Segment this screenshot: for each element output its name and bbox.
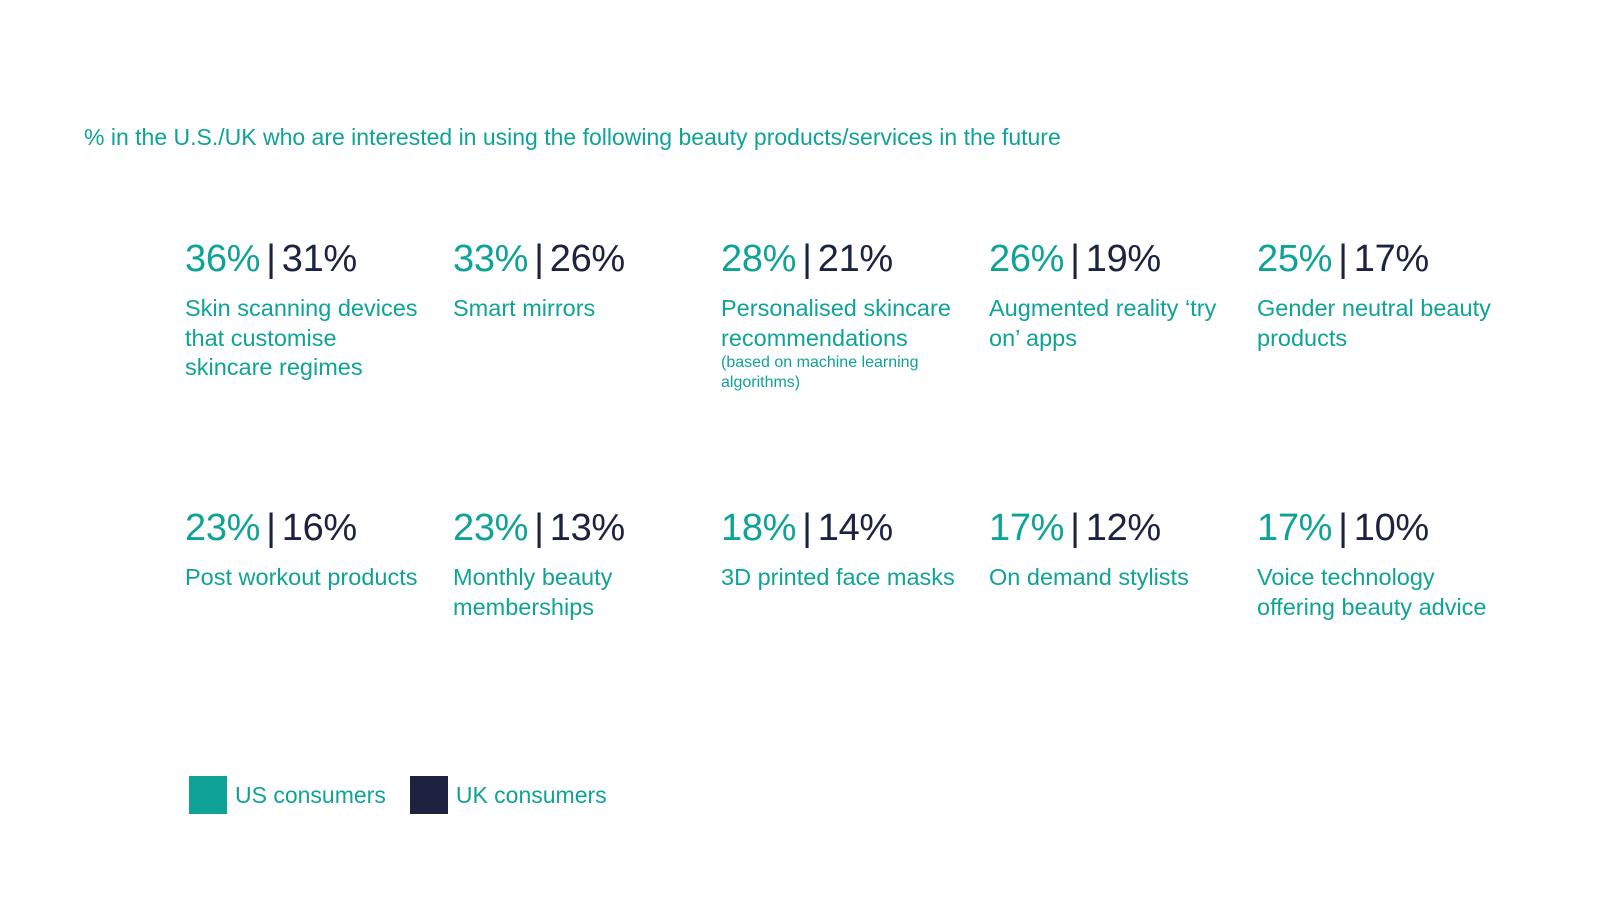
us-value: 25% (1257, 238, 1333, 280)
value-separator: | (1070, 507, 1080, 549)
legend-swatch (189, 776, 227, 814)
stat-values: 23% | 16% (185, 505, 430, 551)
value-separator: | (266, 507, 276, 549)
uk-value: 17% (1353, 238, 1429, 280)
chart-subtitle: % in the U.S./UK who are interested in u… (84, 124, 1061, 150)
stat-label: Gender neutral beauty products (1257, 295, 1491, 351)
stat-card: 33% | 26% Smart mirrors (453, 236, 698, 324)
value-separator: | (266, 238, 276, 280)
legend-swatch (409, 776, 448, 814)
stat-label: Augmented reality ‘try on’ apps (989, 295, 1217, 351)
us-value: 18% (721, 507, 797, 549)
stat-card: 18% | 14% 3D printed face masks (721, 505, 966, 593)
value-separator: | (1338, 238, 1348, 280)
stat-card: 23% | 16% Post workout products (185, 505, 430, 593)
us-value: 28% (721, 238, 797, 280)
stat-card: 36% | 31% Skin scanning devices that custom… (185, 236, 430, 383)
stat-label: Post workout products (185, 564, 418, 590)
uk-value: 13% (549, 507, 625, 549)
stat-values: 18% | 14% (721, 505, 966, 551)
uk-value: 19% (1085, 238, 1161, 280)
stat-card: 28% | 21% Personalised skincare recommendat… (721, 236, 966, 393)
stat-card: 17% | 10% Voice technology offering beauty … (1257, 505, 1502, 622)
value-separator: | (802, 238, 812, 280)
stat-card: 25% | 17% Gender neutral beauty products (1257, 236, 1502, 353)
stats-grid: 36% | 31% Skin scanning devices that custom… (185, 236, 1575, 676)
stat-label: Smart mirrors (453, 295, 596, 321)
stat-values: 33% | 26% (453, 236, 698, 282)
uk-value: 16% (281, 507, 357, 549)
stat-card: 17% | 12% On demand stylists (989, 505, 1234, 593)
legend-label: UK consumers (455, 781, 607, 808)
uk-value: 26% (549, 238, 625, 280)
value-separator: | (1070, 238, 1080, 280)
stat-label: Personalised skincare recommendations (721, 295, 951, 351)
stat-card: 23% | 13% Monthly beauty memberships (453, 505, 698, 622)
stat-label: Voice technology offering beauty advice (1257, 564, 1487, 620)
stat-label: 3D printed face masks (721, 564, 955, 590)
stat-label: Skin scanning devices that customise ski… (185, 295, 418, 380)
stat-values: 28% | 21% (721, 236, 966, 282)
value-separator: | (802, 507, 812, 549)
us-value: 36% (185, 238, 261, 280)
stat-values: 17% | 12% (989, 505, 1234, 551)
legend-item: UK consumers (409, 776, 607, 814)
value-separator: | (1338, 507, 1348, 549)
uk-value: 21% (817, 238, 893, 280)
value-separator: | (534, 507, 544, 549)
us-value: 17% (1257, 507, 1333, 549)
legend-label: US consumers (235, 781, 386, 808)
us-value: 26% (989, 238, 1065, 280)
us-value: 33% (453, 238, 529, 280)
stat-values: 23% | 13% (453, 505, 698, 551)
stat-label: Monthly beauty memberships (453, 564, 613, 620)
uk-value: 31% (281, 238, 357, 280)
stat-card: 26% | 19% Augmented reality ‘try on’ apps (989, 236, 1234, 353)
uk-value: 10% (1353, 507, 1429, 549)
us-value: 23% (453, 507, 529, 549)
stat-values: 26% | 19% (989, 236, 1234, 282)
stat-values: 25% | 17% (1257, 236, 1502, 282)
uk-value: 14% (817, 507, 893, 549)
us-value: 23% (185, 507, 261, 549)
stat-values: 36% | 31% (185, 236, 430, 282)
value-separator: | (534, 238, 544, 280)
stat-values: 17% | 10% (1257, 505, 1502, 551)
us-value: 17% (989, 507, 1065, 549)
legend: US consumers UK consumers (189, 776, 631, 814)
stat-label: On demand stylists (989, 564, 1189, 590)
legend-item: US consumers (189, 776, 386, 814)
stat-note: (based on machine learning algorithms) (721, 354, 919, 391)
uk-value: 12% (1085, 507, 1161, 549)
